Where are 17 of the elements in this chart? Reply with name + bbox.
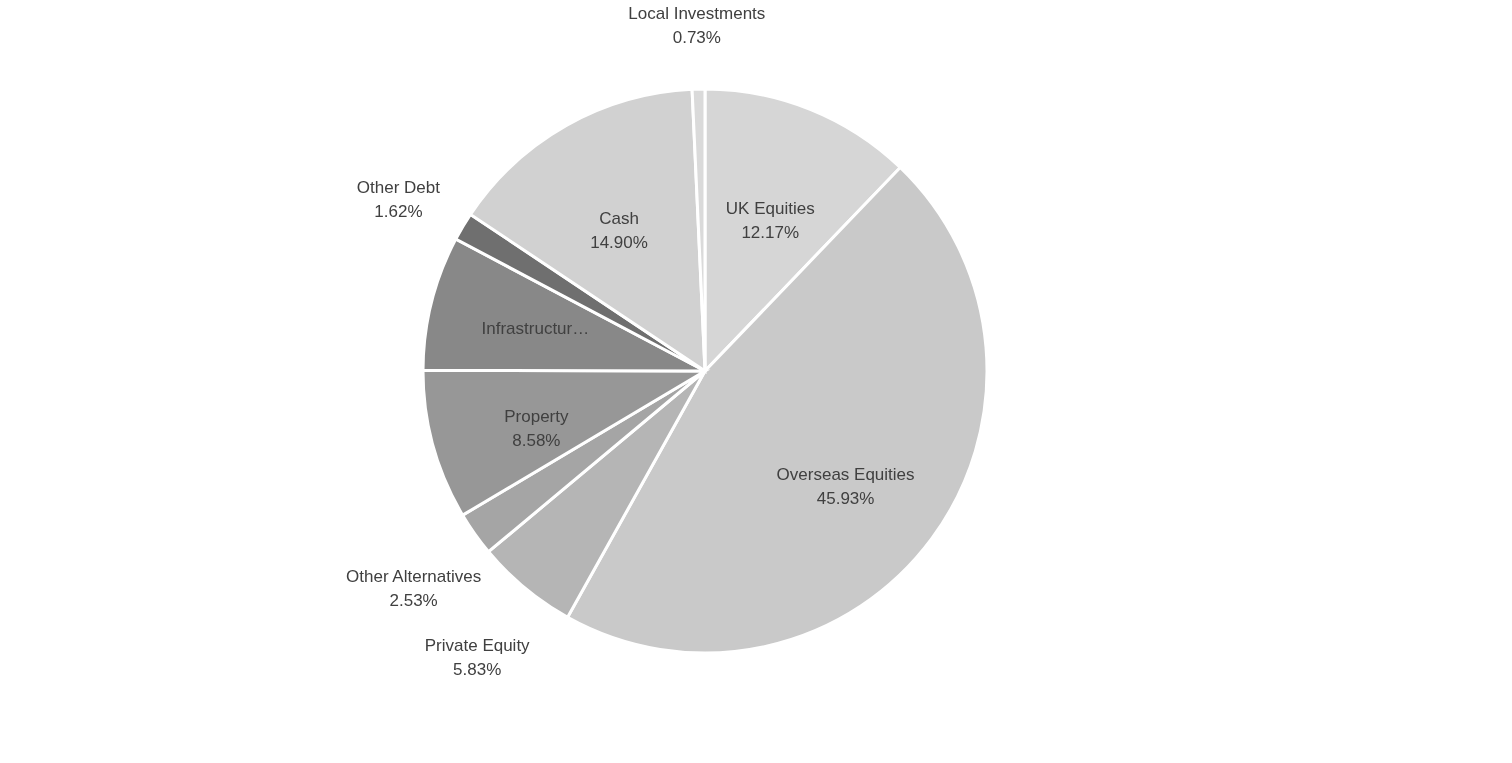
slice-label: Overseas Equities — [776, 464, 915, 484]
slice-label: Cash — [599, 208, 639, 228]
data-label: 8.58% — [512, 431, 561, 451]
slice-label: Local Investments — [628, 4, 766, 24]
data-label: 5.83% — [453, 659, 502, 679]
slice-label: Other Debt — [356, 178, 441, 198]
slice-label: Infrastructur… — [481, 318, 590, 338]
slice-label: Property — [504, 407, 569, 427]
data-label: 12.17% — [741, 222, 800, 242]
slice-label: Other Alternatives — [346, 567, 482, 587]
slice-label: Private Equity — [424, 635, 531, 655]
slice-label: UK Equities — [725, 198, 815, 218]
data-label: 0.73% — [672, 28, 721, 48]
data-label: 1.62% — [374, 202, 423, 222]
data-label: 14.90% — [590, 232, 648, 252]
data-label: 2.53% — [389, 591, 438, 611]
data-label: 45.93% — [816, 488, 875, 508]
